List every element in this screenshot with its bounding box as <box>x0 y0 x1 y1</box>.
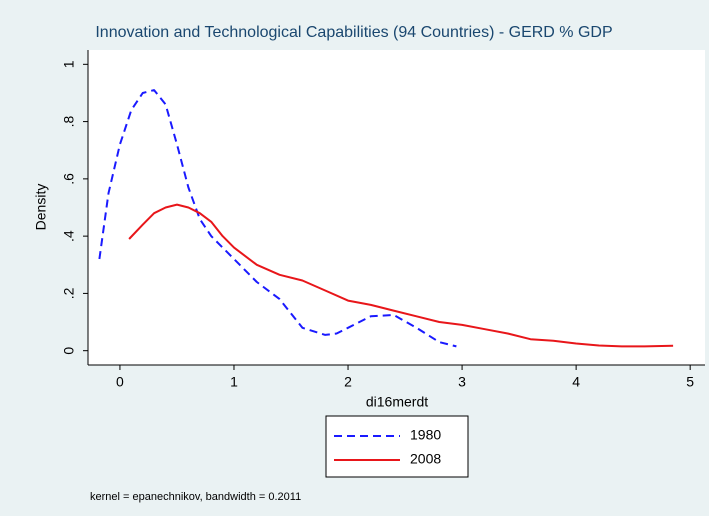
x-axis-title: di16merdt <box>366 394 428 410</box>
x-tick-label: 2 <box>344 374 352 390</box>
chart-title: Innovation and Technological Capabilitie… <box>95 24 612 41</box>
legend <box>325 415 469 478</box>
x-tick-label: 4 <box>572 374 580 390</box>
x-tick-label: 5 <box>686 374 694 390</box>
y-tick-label: 1 <box>61 60 77 68</box>
x-tick-label: 3 <box>458 374 466 390</box>
legend-label: 1980 <box>410 427 441 443</box>
y-tick-label: .2 <box>61 287 77 299</box>
y-axis-title: Density <box>33 184 49 231</box>
legend-label: 2008 <box>410 451 441 467</box>
y-tick-label: 0 <box>61 347 77 355</box>
x-tick-label: 0 <box>116 374 124 390</box>
note: kernel = epanechnikov, bandwidth = 0.201… <box>90 491 301 503</box>
y-tick-label: .4 <box>61 230 77 242</box>
plot-area <box>88 50 705 365</box>
series-line <box>128 203 674 348</box>
y-tick-label: .6 <box>61 173 77 185</box>
x-tick-label: 1 <box>230 374 238 390</box>
y-tick-label: .8 <box>61 116 77 128</box>
